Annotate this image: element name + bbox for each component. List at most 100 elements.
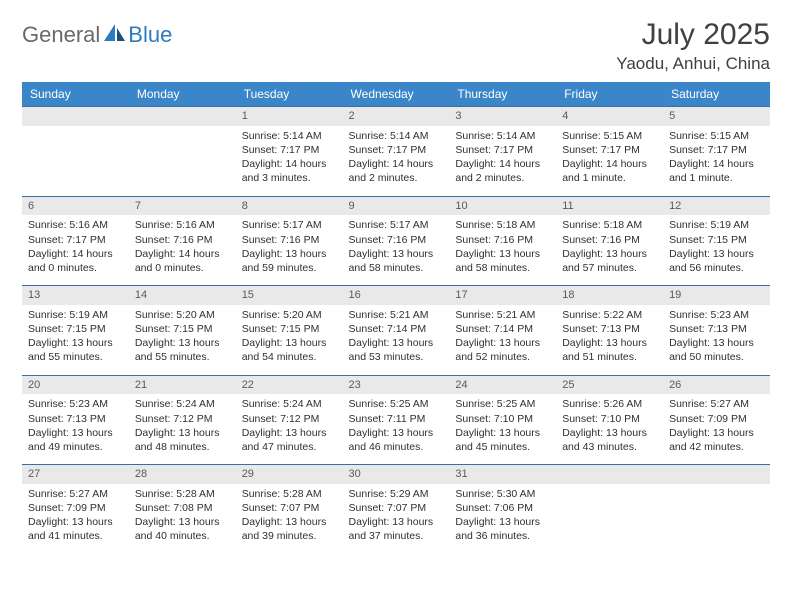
calendar-day-cell: 13Sunrise: 5:19 AMSunset: 7:15 PMDayligh… [22,285,129,375]
day-content: Sunrise: 5:25 AMSunset: 7:10 PMDaylight:… [449,394,556,464]
sunset-text: Sunset: 7:14 PM [349,322,444,336]
daylight-text: Daylight: 13 hours and 54 minutes. [242,336,337,364]
daylight-text: Daylight: 13 hours and 58 minutes. [349,247,444,275]
day-number: 29 [236,464,343,484]
day-number: 2 [343,106,450,126]
daylight-text: Daylight: 13 hours and 49 minutes. [28,426,123,454]
day-number: 3 [449,106,556,126]
brand-text-blue: Blue [128,22,172,48]
daylight-text: Daylight: 14 hours and 0 minutes. [28,247,123,275]
day-content: Sunrise: 5:20 AMSunset: 7:15 PMDaylight:… [236,305,343,375]
day-number: 27 [22,464,129,484]
day-content: Sunrise: 5:14 AMSunset: 7:17 PMDaylight:… [343,126,450,196]
day-number: 11 [556,196,663,216]
sunset-text: Sunset: 7:17 PM [28,233,123,247]
day-number: 4 [556,106,663,126]
weekday-header: Thursday [449,82,556,106]
daylight-text: Daylight: 13 hours and 56 minutes. [669,247,764,275]
day-content-empty [556,484,663,540]
sunset-text: Sunset: 7:12 PM [242,412,337,426]
sunrise-text: Sunrise: 5:27 AM [669,397,764,411]
calendar-day-cell: 28Sunrise: 5:28 AMSunset: 7:08 PMDayligh… [129,464,236,554]
page-header: General Blue July 2025 Yaodu, Anhui, Chi… [22,18,770,74]
sunrise-text: Sunrise: 5:25 AM [349,397,444,411]
sunset-text: Sunset: 7:15 PM [242,322,337,336]
daylight-text: Daylight: 13 hours and 46 minutes. [349,426,444,454]
sunrise-text: Sunrise: 5:21 AM [455,308,550,322]
sunset-text: Sunset: 7:16 PM [135,233,230,247]
calendar-day-cell [22,106,129,196]
day-content: Sunrise: 5:16 AMSunset: 7:17 PMDaylight:… [22,215,129,285]
sunrise-text: Sunrise: 5:19 AM [28,308,123,322]
day-number-empty [556,464,663,484]
calendar-day-cell: 19Sunrise: 5:23 AMSunset: 7:13 PMDayligh… [663,285,770,375]
calendar-day-cell: 30Sunrise: 5:29 AMSunset: 7:07 PMDayligh… [343,464,450,554]
day-number: 8 [236,196,343,216]
sunrise-text: Sunrise: 5:24 AM [242,397,337,411]
calendar-day-cell: 12Sunrise: 5:19 AMSunset: 7:15 PMDayligh… [663,196,770,286]
sunset-text: Sunset: 7:16 PM [455,233,550,247]
calendar-day-cell: 18Sunrise: 5:22 AMSunset: 7:13 PMDayligh… [556,285,663,375]
weekday-header: Friday [556,82,663,106]
sunset-text: Sunset: 7:11 PM [349,412,444,426]
sunset-text: Sunset: 7:17 PM [669,143,764,157]
daylight-text: Daylight: 13 hours and 48 minutes. [135,426,230,454]
day-content: Sunrise: 5:28 AMSunset: 7:08 PMDaylight:… [129,484,236,554]
sunset-text: Sunset: 7:13 PM [669,322,764,336]
day-number-empty [663,464,770,484]
sunrise-text: Sunrise: 5:24 AM [135,397,230,411]
calendar-week-row: 13Sunrise: 5:19 AMSunset: 7:15 PMDayligh… [22,285,770,375]
daylight-text: Daylight: 13 hours and 39 minutes. [242,515,337,543]
weekday-header: Wednesday [343,82,450,106]
calendar-day-cell: 22Sunrise: 5:24 AMSunset: 7:12 PMDayligh… [236,375,343,465]
calendar-day-cell: 23Sunrise: 5:25 AMSunset: 7:11 PMDayligh… [343,375,450,465]
daylight-text: Daylight: 14 hours and 1 minute. [562,157,657,185]
sunrise-text: Sunrise: 5:14 AM [455,129,550,143]
day-content: Sunrise: 5:29 AMSunset: 7:07 PMDaylight:… [343,484,450,554]
daylight-text: Daylight: 13 hours and 47 minutes. [242,426,337,454]
weekday-header: Monday [129,82,236,106]
calendar-day-cell: 21Sunrise: 5:24 AMSunset: 7:12 PMDayligh… [129,375,236,465]
day-content: Sunrise: 5:15 AMSunset: 7:17 PMDaylight:… [663,126,770,196]
title-block: July 2025 Yaodu, Anhui, China [616,18,770,74]
daylight-text: Daylight: 14 hours and 1 minute. [669,157,764,185]
sunset-text: Sunset: 7:10 PM [562,412,657,426]
sunrise-text: Sunrise: 5:14 AM [349,129,444,143]
calendar-day-cell: 6Sunrise: 5:16 AMSunset: 7:17 PMDaylight… [22,196,129,286]
brand-text-general: General [22,22,100,48]
daylight-text: Daylight: 13 hours and 41 minutes. [28,515,123,543]
sunset-text: Sunset: 7:10 PM [455,412,550,426]
sunset-text: Sunset: 7:06 PM [455,501,550,515]
day-number: 31 [449,464,556,484]
calendar-day-cell: 5Sunrise: 5:15 AMSunset: 7:17 PMDaylight… [663,106,770,196]
day-content: Sunrise: 5:26 AMSunset: 7:10 PMDaylight:… [556,394,663,464]
day-number: 18 [556,285,663,305]
sunrise-text: Sunrise: 5:20 AM [242,308,337,322]
calendar-day-cell [556,464,663,554]
sunrise-text: Sunrise: 5:27 AM [28,487,123,501]
day-content: Sunrise: 5:23 AMSunset: 7:13 PMDaylight:… [663,305,770,375]
sunrise-text: Sunrise: 5:28 AM [135,487,230,501]
day-number: 20 [22,375,129,395]
sunset-text: Sunset: 7:16 PM [562,233,657,247]
calendar-day-cell: 17Sunrise: 5:21 AMSunset: 7:14 PMDayligh… [449,285,556,375]
day-number: 25 [556,375,663,395]
day-number: 6 [22,196,129,216]
sunset-text: Sunset: 7:16 PM [349,233,444,247]
sunset-text: Sunset: 7:17 PM [349,143,444,157]
sunset-text: Sunset: 7:08 PM [135,501,230,515]
day-number: 24 [449,375,556,395]
day-number: 19 [663,285,770,305]
sunrise-text: Sunrise: 5:16 AM [135,218,230,232]
sunrise-text: Sunrise: 5:16 AM [28,218,123,232]
day-content: Sunrise: 5:20 AMSunset: 7:15 PMDaylight:… [129,305,236,375]
calendar-week-row: 27Sunrise: 5:27 AMSunset: 7:09 PMDayligh… [22,464,770,554]
daylight-text: Daylight: 13 hours and 45 minutes. [455,426,550,454]
calendar-day-cell: 9Sunrise: 5:17 AMSunset: 7:16 PMDaylight… [343,196,450,286]
sunrise-text: Sunrise: 5:23 AM [669,308,764,322]
calendar-day-cell: 3Sunrise: 5:14 AMSunset: 7:17 PMDaylight… [449,106,556,196]
calendar-body: 1Sunrise: 5:14 AMSunset: 7:17 PMDaylight… [22,106,770,554]
day-content: Sunrise: 5:18 AMSunset: 7:16 PMDaylight:… [556,215,663,285]
day-number: 1 [236,106,343,126]
daylight-text: Daylight: 14 hours and 2 minutes. [349,157,444,185]
